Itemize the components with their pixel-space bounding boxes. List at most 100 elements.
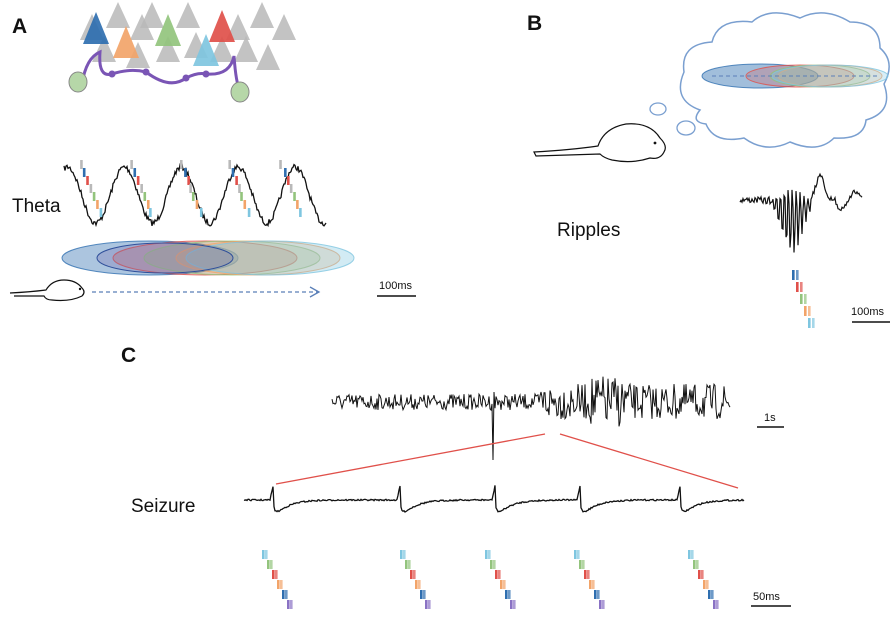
place-field [61,240,239,276]
synapse-dot [202,70,210,78]
spike-tick [279,160,282,169]
place-field [112,240,298,276]
spike-tick [146,200,150,209]
spike-tick [800,294,803,304]
spike-tick [488,550,491,559]
interneuron-soma [230,81,250,103]
seizure-raw-trace [331,376,731,461]
spike-tick [508,590,511,599]
place-cell [83,12,109,44]
spike-tick [500,580,503,589]
seizure-spike-raster [262,550,719,609]
cloud-bubble [676,120,696,136]
spike-tick [82,168,86,177]
spike-tick [498,570,501,579]
spike-tick [265,550,268,559]
spike-tick [804,306,807,316]
spike-tick [199,208,203,217]
pyramidal-cell [256,44,280,70]
spike-tick [228,160,232,169]
spike-tick [405,560,408,569]
spike-tick [189,184,192,193]
spike-tick [701,570,704,579]
spike-tick [408,560,411,569]
spike-tick [691,550,694,559]
spike-tick [296,200,299,209]
theta-label: Theta [12,196,61,217]
place-cell [209,10,235,42]
spike-tick [599,600,602,609]
spike-tick [289,184,293,193]
pyramidal-cell [156,36,180,62]
spike-tick [400,550,403,559]
spike-tick [574,550,577,559]
seizure-zoom-trace [243,485,745,513]
spike-tick [262,550,265,559]
cloud-bubble [649,102,667,116]
spike-tick [808,318,811,328]
seizure-label: Seizure [131,496,195,517]
spike-tick [235,176,238,185]
resting-rat-icon [533,123,666,163]
rat-eye [78,287,82,291]
spike-tick [277,580,280,589]
spike-tick [597,590,600,599]
spike-tick [143,192,147,201]
spike-tick [413,570,416,579]
pyramidal-cell [250,2,274,28]
ripples-label: Ripples [557,220,620,241]
spike-tick [403,550,406,559]
pyramidal-cell [140,2,164,28]
spike-tick [89,184,93,193]
place-field [96,242,234,274]
place-field [185,240,355,276]
scale-label-b: 100ms [851,306,885,318]
spike-tick [804,294,807,304]
spike-tick [696,560,699,569]
spike-tick [713,600,716,609]
spike-tick [584,570,587,579]
synapse-dot [142,68,150,76]
spike-tick [130,160,133,169]
spike-tick [86,176,89,185]
spike-tick [238,184,241,193]
scale-label-a: 100ms [379,280,413,292]
pyramidal-cell [92,36,116,62]
interneuron-connections [68,49,250,103]
spike-tick [493,560,496,569]
spike-tick [299,208,302,217]
spike-tick [293,192,296,201]
panel-a: A Theta 100ms [9,2,416,302]
spike-tick [191,192,195,201]
panel-b: B Ripples 100ms [527,12,890,328]
pyramidal-cell [226,14,250,40]
spike-tick [808,306,811,316]
spike-tick [240,192,243,201]
panel-b-letter: B [527,12,542,35]
spike-tick [423,590,426,599]
spike-tick [592,580,595,589]
spike-tick [505,590,508,599]
spike-tick [587,570,590,579]
pyramidal-cell [272,14,296,40]
spike-tick [410,570,413,579]
theta-trace [63,161,327,228]
spike-tick [179,160,183,169]
pyramidal-cell [234,36,258,62]
synapse-dot [182,74,190,82]
spike-tick [716,600,719,609]
spike-tick [267,560,270,569]
spike-tick [285,590,288,599]
spike-tick [711,590,714,599]
ripple-spike-raster [792,270,815,328]
spike-tick [287,176,290,185]
spike-tick [425,600,428,609]
spike-tick [577,550,580,559]
panel-a-letter: A [12,15,27,38]
spike-tick [247,208,251,217]
spike-tick [602,600,605,609]
spike-tick [418,580,421,589]
spike-tick [594,590,597,599]
place-cell [155,14,181,46]
spike-tick [796,270,799,280]
